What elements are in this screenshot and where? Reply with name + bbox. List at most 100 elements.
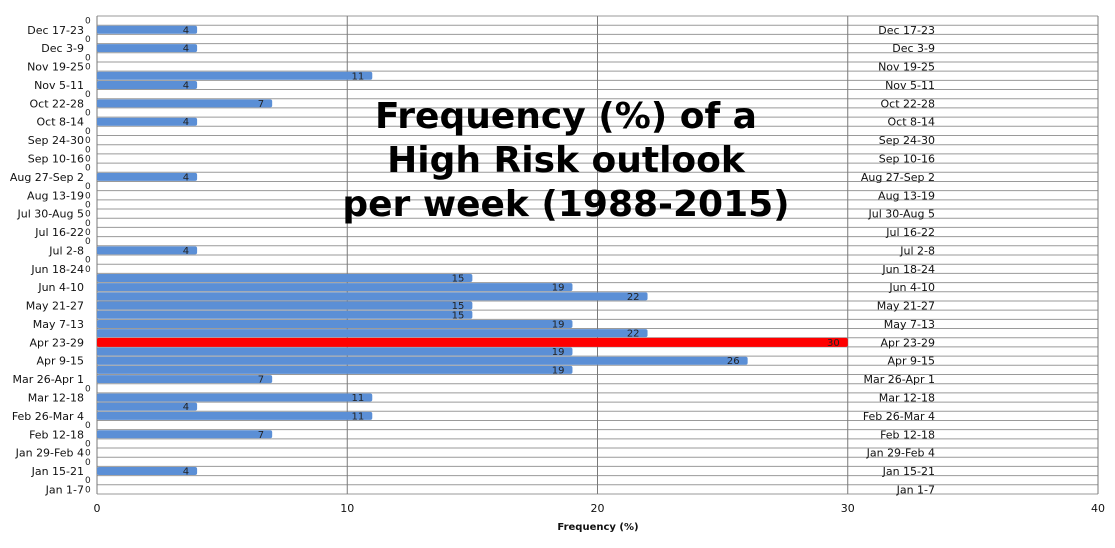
y-tick-label-right: May 21-27	[877, 300, 935, 313]
chart-title-line-2: High Risk outlook	[387, 140, 746, 181]
bar	[97, 393, 373, 402]
data-label: 15	[452, 310, 465, 321]
x-axis-label: Frequency (%)	[557, 522, 638, 533]
data-label: 19	[552, 319, 565, 330]
y-tick-label: Apr 9-15	[37, 355, 85, 368]
x-tick-label: 20	[591, 502, 605, 515]
data-label-zero: 0	[85, 164, 91, 174]
gridlines	[96, 15, 1099, 495]
data-label-zero: 0	[85, 35, 91, 45]
data-label: 4	[183, 25, 189, 36]
x-tick-label: 0	[94, 502, 101, 515]
y-tick-label: Sep 24-30	[28, 134, 84, 147]
data-label: 7	[258, 375, 264, 386]
data-label-zero: 0	[85, 109, 91, 119]
y-tick-label-right: Mar 12-18	[879, 391, 935, 404]
data-label-zero: 0	[85, 182, 91, 192]
data-label-zero: 0	[85, 485, 91, 495]
bar	[97, 467, 198, 476]
y-tick-label-right: Feb 12-18	[880, 428, 935, 441]
data-label: 7	[258, 99, 264, 110]
y-tick-label: May 21-27	[26, 300, 84, 313]
y-tick-label-right: Sep 10-16	[879, 152, 935, 165]
y-tick-label: Dec 17-23	[27, 24, 84, 37]
y-tick-label: Jan 29-Feb 4	[15, 447, 84, 460]
data-label-zero: 0	[85, 63, 91, 73]
data-label-zero: 0	[85, 219, 91, 229]
y-tick-label-right: Apr 9-15	[888, 355, 936, 368]
y-tick-label-right: Jan 29-Feb 4	[866, 447, 935, 460]
y-tick-label-right: Jun 4-10	[888, 281, 935, 294]
data-label: 4	[183, 44, 189, 55]
data-label: 22	[627, 292, 640, 303]
bar	[97, 117, 198, 126]
data-label-zero: 0	[85, 127, 91, 137]
bar	[97, 337, 848, 347]
y-tick-label: Aug 13-19	[27, 189, 84, 202]
bar	[97, 246, 198, 255]
y-tick-label-right: Apr 23-29	[881, 336, 936, 349]
bar	[97, 172, 198, 181]
y-tick-label-right: Jan 1-7	[896, 483, 935, 496]
y-tick-label-right: Jul 30-Aug 5	[868, 208, 935, 221]
y-tick-label-right: Feb 26-Mar 4	[863, 410, 935, 423]
bar	[97, 25, 198, 34]
x-tick-label: 40	[1091, 502, 1105, 515]
y-tick-label-right: Mar 26-Apr 1	[864, 373, 936, 386]
data-label-zero: 0	[85, 145, 91, 155]
y-tick-label-right: Oct 22-28	[881, 97, 935, 110]
data-label: 19	[552, 347, 565, 358]
bar	[97, 301, 473, 310]
y-tick-label: Oct 22-28	[30, 97, 84, 110]
data-label: 4	[183, 402, 189, 413]
data-label-zero: 0	[85, 200, 91, 210]
data-label-zero: 0	[85, 210, 91, 220]
bar	[97, 71, 373, 80]
data-label: 30	[827, 338, 840, 349]
y-axis-right-labels: Jan 1-7 Jan 15-21 Jan 29-Feb 4 Feb 12-18 Feb…	[861, 24, 935, 497]
y-tick-label-right: Oct 8-14	[888, 116, 935, 129]
bar	[97, 329, 648, 338]
y-tick-label-right: May 7-13	[884, 318, 935, 331]
bar	[97, 356, 748, 365]
data-labels-group: 0040007011411071926193022191515221915004…	[85, 17, 840, 496]
y-tick-label-right: Nov 19-25	[878, 61, 935, 74]
bar	[97, 44, 198, 53]
data-label-zero: 0	[85, 237, 91, 247]
y-tick-label: Aug 27-Sep 2	[10, 171, 84, 184]
data-label-zero: 0	[85, 17, 91, 27]
bar	[97, 430, 273, 439]
y-tick-label: Jan 1-7	[45, 483, 84, 496]
data-label: 15	[452, 301, 465, 312]
y-tick-label: Jan 15-21	[31, 465, 84, 478]
data-label: 4	[183, 117, 189, 128]
data-label-zero: 0	[85, 476, 91, 486]
bar	[97, 347, 573, 356]
y-tick-label: Jul 30-Aug 5	[17, 208, 84, 221]
bar	[97, 310, 473, 319]
y-axis-left-labels: Jan 1-7 Jan 15-21 Jan 29-Feb 4 Feb 12-18 Feb…	[10, 24, 84, 497]
y-tick-label: Oct 8-14	[37, 116, 84, 129]
bar	[97, 292, 648, 301]
data-label-zero: 0	[85, 228, 91, 238]
bars-group	[97, 25, 848, 476]
bar	[97, 80, 198, 89]
bar	[97, 411, 373, 420]
data-label-zero: 0	[85, 154, 91, 164]
y-tick-label: Jul 16-22	[34, 226, 84, 239]
bar	[97, 375, 273, 384]
data-label: 19	[552, 365, 565, 376]
data-label-zero: 0	[85, 90, 91, 100]
y-tick-label-right: Aug 27-Sep 2	[861, 171, 935, 184]
y-tick-label: Feb 12-18	[29, 428, 84, 441]
data-label: 4	[183, 172, 189, 183]
y-tick-label: Jun 18-24	[30, 263, 84, 276]
data-label: 11	[352, 71, 365, 82]
y-tick-label-right: Nov 5-11	[885, 79, 935, 92]
data-label-zero: 0	[85, 439, 91, 449]
chart-title-line-3: per week (1988-2015)	[342, 184, 789, 225]
data-label: 11	[352, 393, 365, 404]
bar	[97, 99, 273, 108]
data-label-zero: 0	[85, 256, 91, 266]
